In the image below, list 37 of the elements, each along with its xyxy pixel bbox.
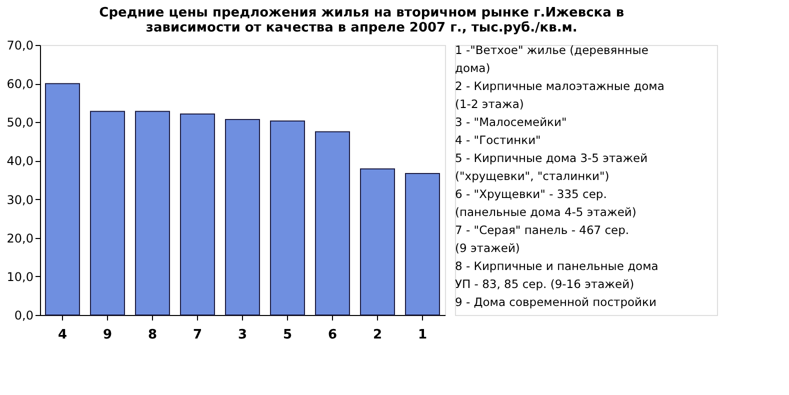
text: 6 - "Хрущевки" - 335 сер. (панельные дома 4-5 этажей) (455, 187, 636, 219)
x-tick-label: 4 (58, 328, 68, 342)
x-tick-label: 7 (192, 328, 202, 342)
text: 1 -"Ветхое" жилье (деревянные дома) (455, 43, 648, 75)
bar (180, 114, 215, 316)
x-tick-label: 3 (238, 328, 248, 342)
y-tick-label: 70,0 (6, 38, 34, 52)
bar (135, 110, 170, 316)
y-tick-label: 40,0 (6, 154, 34, 168)
bar (360, 168, 395, 316)
text: 5 - Кирпичные дома 3-5 этажей ("хрущевки", "сталинки") (455, 151, 648, 183)
x-tick-label: 9 (102, 328, 112, 342)
y-tick-label: 60,0 (6, 77, 34, 92)
y-tick-label: 10,0 (6, 270, 34, 284)
text: 9 - Дома современной постройки (455, 295, 656, 309)
bar (315, 131, 350, 316)
x-tick-label: 5 (282, 328, 292, 342)
x-tick-label: 2 (372, 328, 382, 342)
bar (270, 120, 305, 316)
y-tick-label: 30,0 (6, 192, 34, 207)
bar (90, 110, 125, 316)
text: 8 - Кирпичные и панельные дома УП - 83, 85 сер. (9-16 этажей) (455, 259, 658, 291)
bar (45, 83, 80, 316)
bar (405, 172, 440, 316)
x-tick-label: 6 (328, 328, 338, 342)
text: зависимости от качества в апреле 2007 г., тыс.руб./кв.м. (146, 20, 578, 36)
text: 3 - "Малосемейки" (455, 115, 567, 129)
text: 2 - Кирпичные малоэтажные дома (1-2 этажа) (455, 79, 664, 111)
x-tick-label: 1 (418, 328, 428, 342)
x-tick-label: 8 (148, 328, 158, 342)
y-tick-label: 50,0 (6, 116, 34, 130)
y-tick-label: 20,0 (6, 231, 34, 246)
y-tick-label: 0,0 (14, 308, 34, 322)
text: 7 - "Серая" панель - 467 сер. (9 этажей) (455, 223, 630, 255)
text: 4 - "Гостинки" (455, 133, 541, 147)
text: Средние цены предложения жилья на вторичном рынке г.Ижевска в (99, 6, 624, 20)
bar (225, 118, 260, 316)
